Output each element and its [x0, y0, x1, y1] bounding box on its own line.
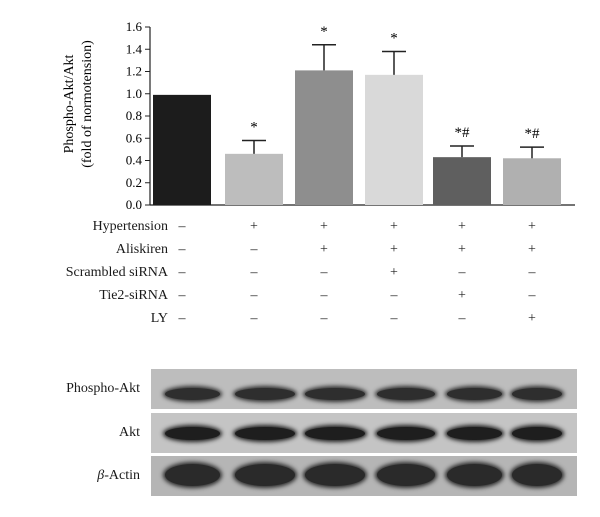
condition-sign: +: [320, 242, 328, 257]
y-tick-label: 1.0: [126, 86, 142, 101]
condition-sign: +: [528, 219, 536, 234]
condition-sign: –: [250, 288, 258, 303]
condition-sign: +: [390, 265, 398, 280]
blot-label-text: -Actin: [104, 468, 140, 483]
y-axis-label-line1: Phospho-Akt/Akt: [62, 55, 77, 154]
condition-sign: +: [250, 219, 258, 234]
condition-sign: –: [250, 242, 258, 257]
condition-sign: –: [178, 288, 186, 303]
blot-label: Phospho-Akt: [0, 381, 140, 397]
bar: [365, 74, 423, 206]
condition-sign: +: [458, 219, 466, 234]
bar: [433, 157, 491, 205]
blot-band: [305, 427, 365, 440]
y-tick-label: 0.4: [126, 153, 143, 168]
blot-band: [447, 427, 502, 440]
y-tick-label: 0.6: [126, 130, 143, 145]
y-axis: 0.0 0.2 0.4 0.6 0.8 1.0 1.2 1.4 1.6: [126, 19, 575, 212]
blot-strip: [151, 456, 577, 496]
blot-band: [447, 464, 502, 486]
condition-sign: +: [320, 219, 328, 234]
y-axis-label-line2: (fold of normotension): [80, 40, 95, 168]
condition-sign: +: [458, 288, 466, 303]
significance-mark: *: [390, 30, 398, 46]
y-tick-label: 1.4: [126, 41, 143, 56]
blot-band: [377, 427, 435, 440]
condition-sign: –: [250, 311, 258, 326]
condition-sign: +: [390, 242, 398, 257]
blot-band: [165, 427, 220, 440]
y-tick-label: 1.2: [126, 64, 142, 79]
blot-band: [165, 388, 220, 400]
bar: [503, 158, 561, 205]
blot-band: [447, 388, 502, 400]
significance-mark: *: [320, 24, 328, 40]
condition-sign: –: [320, 265, 328, 280]
blot-label: Akt: [0, 425, 140, 441]
condition-sign: –: [528, 265, 536, 280]
blot-band: [165, 464, 220, 486]
significance-group: * * * *# *#: [250, 24, 540, 142]
blot-band: [377, 464, 435, 486]
condition-label: Aliskiren: [115, 242, 168, 257]
y-tick-label: 0.2: [126, 175, 142, 190]
blot-band: [305, 388, 365, 400]
condition-sign: –: [178, 311, 186, 326]
blot-label-text: Phospho-Akt: [66, 381, 140, 396]
blot-band: [305, 464, 365, 486]
blot-strip: [151, 369, 577, 409]
condition-label: LY: [150, 311, 168, 326]
blot-band: [512, 427, 562, 440]
y-tick-label: 0.8: [126, 108, 142, 123]
condition-sign: –: [528, 288, 536, 303]
condition-sign: +: [390, 219, 398, 234]
significance-mark: *: [250, 119, 258, 135]
blot-band: [512, 388, 562, 400]
blot-band: [512, 464, 562, 486]
blot-label-prefix: β: [97, 468, 105, 483]
error-bars-group: [242, 44, 544, 159]
condition-sign: +: [458, 242, 466, 257]
bar: [225, 153, 283, 205]
condition-sign: –: [320, 288, 328, 303]
bar: [295, 70, 353, 205]
blot-label-text: Akt: [119, 425, 140, 440]
y-tick-label: 1.6: [126, 19, 143, 34]
condition-label: Scrambled siRNA: [65, 265, 168, 280]
condition-label: Hypertension: [92, 219, 168, 234]
blot-band: [235, 464, 295, 486]
condition-sign: –: [178, 265, 186, 280]
bar: [153, 94, 211, 205]
bar-chart: 0.0 0.2 0.4 0.6 0.8 1.0 1.2 1.4 1.6 * * * *# *# Phos…: [62, 19, 575, 212]
y-tick-label: 0.0: [126, 197, 142, 212]
condition-sign: –: [178, 242, 186, 257]
condition-label: Tie2-siRNA: [99, 288, 168, 303]
condition-sign: –: [458, 265, 466, 280]
condition-sign: +: [528, 242, 536, 257]
bars-group: [153, 70, 561, 206]
condition-sign: –: [320, 311, 328, 326]
condition-sign: –: [390, 311, 398, 326]
condition-sign: +: [528, 311, 536, 326]
condition-sign: –: [390, 288, 398, 303]
condition-sign: –: [250, 265, 258, 280]
significance-mark: *#: [455, 125, 471, 141]
blot-label: β-Actin: [0, 468, 140, 484]
blot-band: [235, 388, 295, 400]
blot-band: [235, 427, 295, 440]
blot-strip: [151, 413, 577, 453]
significance-mark: *#: [525, 126, 541, 142]
condition-sign: –: [458, 311, 466, 326]
condition-sign: –: [178, 219, 186, 234]
blot-band: [377, 388, 435, 400]
